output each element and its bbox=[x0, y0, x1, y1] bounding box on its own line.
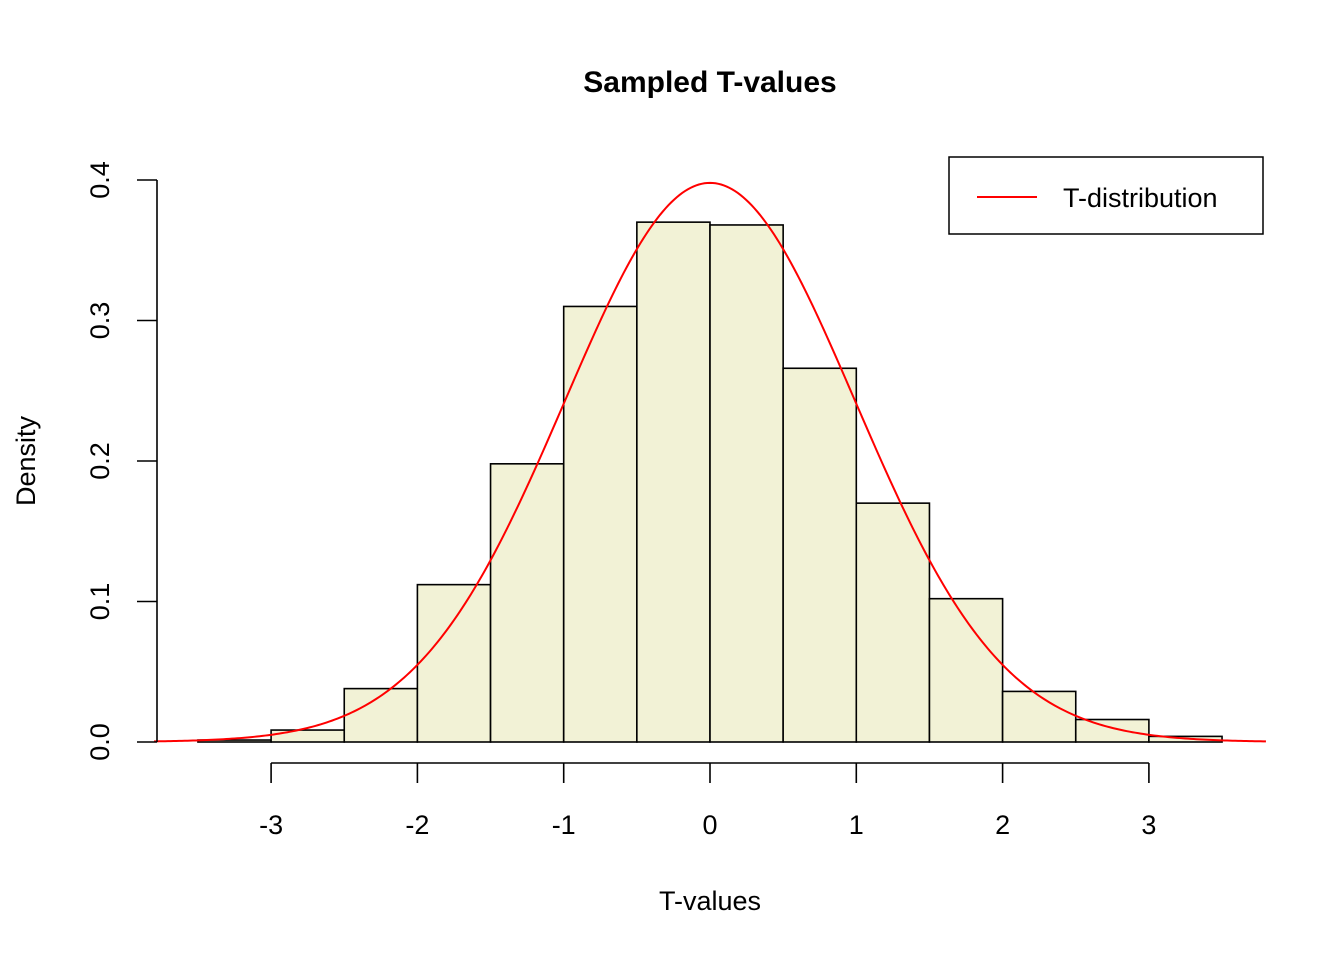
chart-title: Sampled T-values bbox=[583, 66, 836, 99]
t-distribution-curve bbox=[154, 181, 1266, 743]
x-tick-label: -1 bbox=[552, 810, 576, 840]
legend-box bbox=[948, 156, 1264, 235]
histogram-bar bbox=[489, 463, 565, 743]
histogram-bar bbox=[855, 502, 931, 743]
y-tick-label: 0.3 bbox=[85, 302, 115, 340]
y-tick-label: 0.1 bbox=[85, 583, 115, 621]
histogram-bar bbox=[636, 221, 711, 743]
x-axis-label: T-values bbox=[659, 886, 761, 916]
x-tick-label: 3 bbox=[1141, 810, 1156, 840]
histogram-bar bbox=[928, 597, 1004, 743]
x-tick-label: -2 bbox=[405, 810, 429, 840]
y-tick-label: 0.2 bbox=[85, 442, 115, 480]
y-axis-label: Density bbox=[11, 415, 41, 506]
histogram-bar bbox=[1074, 718, 1150, 743]
histogram-bar bbox=[782, 367, 858, 743]
histogram-bar bbox=[709, 224, 784, 743]
histogram-bar bbox=[416, 583, 492, 743]
histogram-bar bbox=[1001, 690, 1077, 743]
histogram-bar bbox=[562, 305, 638, 743]
y-tick-label: 0.0 bbox=[85, 723, 115, 761]
histogram-bars bbox=[197, 221, 1223, 743]
histogram-bar bbox=[270, 729, 346, 743]
legend: T-distribution bbox=[948, 156, 1264, 235]
y-tick-label: 0.4 bbox=[85, 161, 115, 199]
y-axis: 0.0 0.1 0.2 0.3 0.4 bbox=[85, 161, 158, 761]
x-tick-label: 0 bbox=[702, 810, 717, 840]
x-axis: -3 -2 -1 0 1 2 3 bbox=[259, 762, 1156, 840]
x-tick-label: 1 bbox=[849, 810, 864, 840]
x-tick-label: 2 bbox=[995, 810, 1010, 840]
legend-label: T-distribution bbox=[1063, 183, 1218, 213]
x-tick-label: -3 bbox=[259, 810, 283, 840]
